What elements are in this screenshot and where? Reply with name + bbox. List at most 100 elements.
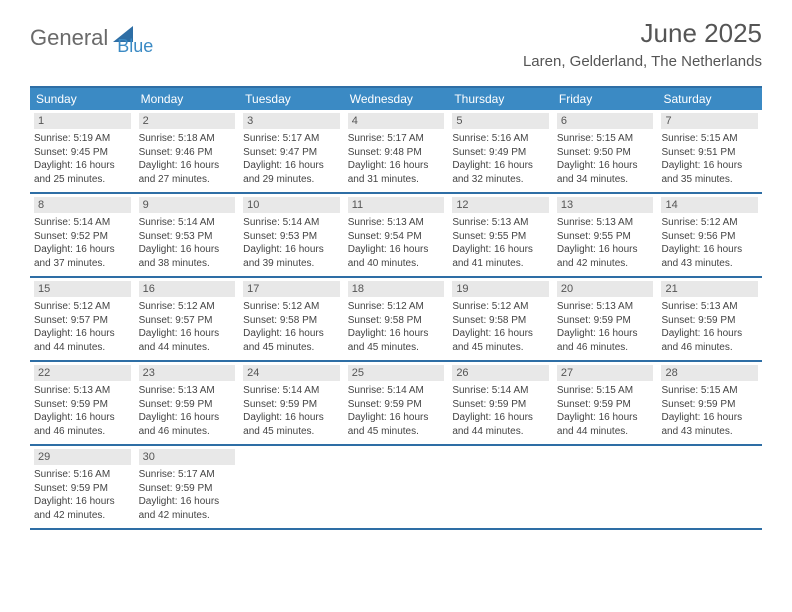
daylight-text: Daylight: 16 hours and 32 minutes.	[452, 159, 549, 186]
week-row: 22Sunrise: 5:13 AMSunset: 9:59 PMDayligh…	[30, 362, 762, 446]
day-body: Sunrise: 5:15 AMSunset: 9:59 PMDaylight:…	[661, 384, 758, 438]
sunset-text: Sunset: 9:51 PM	[661, 146, 758, 160]
day-cell: 17Sunrise: 5:12 AMSunset: 9:58 PMDayligh…	[239, 278, 344, 360]
sunset-text: Sunset: 9:59 PM	[348, 398, 445, 412]
day-cell: 10Sunrise: 5:14 AMSunset: 9:53 PMDayligh…	[239, 194, 344, 276]
page-header: General Blue June 2025 Laren, Gelderland…	[0, 0, 792, 76]
day-body: Sunrise: 5:13 AMSunset: 9:59 PMDaylight:…	[34, 384, 131, 438]
daylight-text: Daylight: 16 hours and 43 minutes.	[661, 411, 758, 438]
sunset-text: Sunset: 9:58 PM	[243, 314, 340, 328]
daylight-text: Daylight: 16 hours and 27 minutes.	[139, 159, 236, 186]
day-header-saturday: Saturday	[657, 88, 762, 110]
sunrise-text: Sunrise: 5:13 AM	[348, 216, 445, 230]
day-cell: 7 Sunrise: 5:15 AMSunset: 9:51 PMDaylight…	[657, 110, 762, 192]
sunrise-text: Sunrise: 5:13 AM	[452, 216, 549, 230]
sunrise-text: Sunrise: 5:13 AM	[557, 300, 654, 314]
sunrise-text: Sunrise: 5:13 AM	[139, 384, 236, 398]
day-cell: 24Sunrise: 5:14 AMSunset: 9:59 PMDayligh…	[239, 362, 344, 444]
sunset-text: Sunset: 9:47 PM	[243, 146, 340, 160]
sunset-text: Sunset: 9:45 PM	[34, 146, 131, 160]
sunrise-text: Sunrise: 5:16 AM	[34, 468, 131, 482]
daylight-text: Daylight: 16 hours and 42 minutes.	[557, 243, 654, 270]
day-number: 3	[243, 113, 340, 129]
day-body: Sunrise: 5:19 AMSunset: 9:45 PMDaylight:…	[34, 132, 131, 186]
day-number: 7	[661, 113, 758, 129]
daylight-text: Daylight: 16 hours and 42 minutes.	[34, 495, 131, 522]
day-cell: 26 Sunrise: 5:14 AMSunset: 9:59 PMDayligh…	[448, 362, 553, 444]
daylight-text: Daylight: 16 hours and 45 minutes.	[348, 327, 445, 354]
sunrise-text: Sunrise: 5:14 AM	[348, 384, 445, 398]
day-body: Sunrise: 5:12 AMSunset: 9:58 PMDaylight:…	[348, 300, 445, 354]
daylight-text: Daylight: 16 hours and 37 minutes.	[34, 243, 131, 270]
sunrise-text: Sunrise: 5:13 AM	[661, 300, 758, 314]
day-cell: 25 Sunrise: 5:14 AMSunset: 9:59 PMDayligh…	[344, 362, 449, 444]
sunrise-text: Sunrise: 5:12 AM	[34, 300, 131, 314]
day-cell: 14Sunrise: 5:12 AMSunset: 9:56 PMDayligh…	[657, 194, 762, 276]
sunrise-text: Sunrise: 5:12 AM	[243, 300, 340, 314]
sunrise-text: Sunrise: 5:17 AM	[243, 132, 340, 146]
day-number: 12	[452, 197, 549, 213]
day-number: 9	[139, 197, 236, 213]
sunset-text: Sunset: 9:46 PM	[139, 146, 236, 160]
day-body: Sunrise: 5:13 AMSunset: 9:54 PMDaylight:…	[348, 216, 445, 270]
day-cell: 20Sunrise: 5:13 AMSunset: 9:59 PMDayligh…	[553, 278, 658, 360]
day-cell: 30Sunrise: 5:17 AMSunset: 9:59 PMDayligh…	[135, 446, 240, 528]
day-body: Sunrise: 5:17 AMSunset: 9:48 PMDaylight:…	[348, 132, 445, 186]
daylight-text: Daylight: 16 hours and 46 minutes.	[557, 327, 654, 354]
sunset-text: Sunset: 9:59 PM	[661, 398, 758, 412]
daylight-text: Daylight: 16 hours and 46 minutes.	[139, 411, 236, 438]
sunset-text: Sunset: 9:59 PM	[34, 398, 131, 412]
day-body: Sunrise: 5:16 AMSunset: 9:49 PMDaylight:…	[452, 132, 549, 186]
day-number: 14	[661, 197, 758, 213]
day-body: Sunrise: 5:14 AMSunset: 9:53 PMDaylight:…	[139, 216, 236, 270]
day-body: Sunrise: 5:12 AMSunset: 9:57 PMDaylight:…	[139, 300, 236, 354]
day-cell: 5Sunrise: 5:16 AMSunset: 9:49 PMDaylight…	[448, 110, 553, 192]
sunset-text: Sunset: 9:57 PM	[139, 314, 236, 328]
day-body: Sunrise: 5:17 AMSunset: 9:47 PMDaylight:…	[243, 132, 340, 186]
sunrise-text: Sunrise: 5:15 AM	[661, 132, 758, 146]
day-body: Sunrise: 5:13 AMSunset: 9:59 PMDaylight:…	[139, 384, 236, 438]
sunset-text: Sunset: 9:58 PM	[452, 314, 549, 328]
sunset-text: Sunset: 9:52 PM	[34, 230, 131, 244]
sunrise-text: Sunrise: 5:14 AM	[34, 216, 131, 230]
sunset-text: Sunset: 9:50 PM	[557, 146, 654, 160]
day-body: Sunrise: 5:13 AMSunset: 9:55 PMDaylight:…	[557, 216, 654, 270]
day-body: Sunrise: 5:12 AMSunset: 9:57 PMDaylight:…	[34, 300, 131, 354]
daylight-text: Daylight: 16 hours and 46 minutes.	[661, 327, 758, 354]
daylight-text: Daylight: 16 hours and 45 minutes.	[348, 411, 445, 438]
daylight-text: Daylight: 16 hours and 44 minutes.	[452, 411, 549, 438]
sunrise-text: Sunrise: 5:15 AM	[661, 384, 758, 398]
day-cell: 16Sunrise: 5:12 AMSunset: 9:57 PMDayligh…	[135, 278, 240, 360]
daylight-text: Daylight: 16 hours and 39 minutes.	[243, 243, 340, 270]
daylight-text: Daylight: 16 hours and 25 minutes.	[34, 159, 131, 186]
sunrise-text: Sunrise: 5:19 AM	[34, 132, 131, 146]
sunrise-text: Sunrise: 5:15 AM	[557, 384, 654, 398]
day-body: Sunrise: 5:12 AMSunset: 9:58 PMDaylight:…	[452, 300, 549, 354]
day-number: 26	[452, 365, 549, 381]
day-cell: 9 Sunrise: 5:14 AMSunset: 9:53 PMDaylight…	[135, 194, 240, 276]
day-cell: 19Sunrise: 5:12 AMSunset: 9:58 PMDayligh…	[448, 278, 553, 360]
day-cell	[239, 446, 344, 528]
sunrise-text: Sunrise: 5:13 AM	[557, 216, 654, 230]
sunrise-text: Sunrise: 5:12 AM	[661, 216, 758, 230]
day-number: 1	[34, 113, 131, 129]
day-number: 25	[348, 365, 445, 381]
sunrise-text: Sunrise: 5:14 AM	[139, 216, 236, 230]
sunrise-text: Sunrise: 5:14 AM	[452, 384, 549, 398]
sunset-text: Sunset: 9:59 PM	[452, 398, 549, 412]
day-body: Sunrise: 5:13 AMSunset: 9:59 PMDaylight:…	[661, 300, 758, 354]
day-cell: 6Sunrise: 5:15 AMSunset: 9:50 PMDaylight…	[553, 110, 658, 192]
day-number: 11	[348, 197, 445, 213]
day-cell: 28 Sunrise: 5:15 AMSunset: 9:59 PMDayligh…	[657, 362, 762, 444]
day-body: Sunrise: 5:15 AMSunset: 9:50 PMDaylight:…	[557, 132, 654, 186]
sunset-text: Sunset: 9:59 PM	[139, 398, 236, 412]
sunrise-text: Sunrise: 5:13 AM	[34, 384, 131, 398]
day-number: 18	[348, 281, 445, 297]
daylight-text: Daylight: 16 hours and 45 minutes.	[452, 327, 549, 354]
day-cell: 2Sunrise: 5:18 AMSunset: 9:46 PMDaylight…	[135, 110, 240, 192]
day-body: Sunrise: 5:15 AMSunset: 9:51 PMDaylight:…	[661, 132, 758, 186]
day-number: 15	[34, 281, 131, 297]
day-cell: 13Sunrise: 5:13 AMSunset: 9:55 PMDayligh…	[553, 194, 658, 276]
daylight-text: Daylight: 16 hours and 46 minutes.	[34, 411, 131, 438]
day-number: 28	[661, 365, 758, 381]
